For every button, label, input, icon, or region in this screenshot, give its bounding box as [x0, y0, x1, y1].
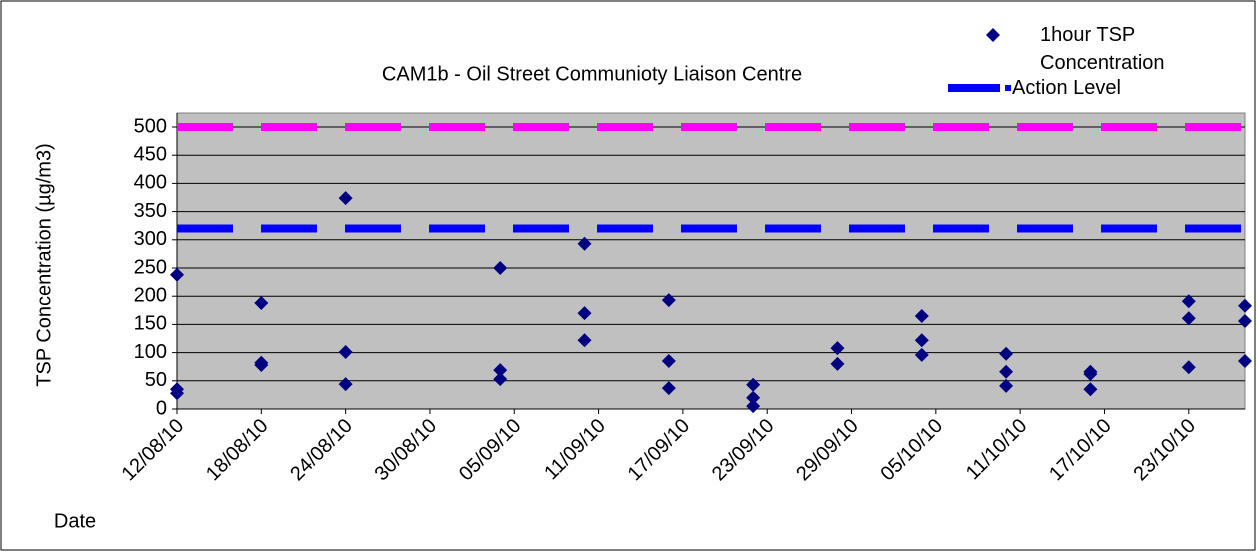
data-point	[493, 372, 508, 387]
data-point	[338, 377, 353, 392]
data-point	[254, 295, 269, 310]
data-point	[830, 356, 845, 371]
data-point	[577, 306, 592, 321]
y-tick-label: 300	[134, 228, 167, 250]
y-tick-label: 400	[134, 172, 167, 194]
legend-marker	[1005, 85, 1011, 91]
legend-label: Action Level	[1012, 77, 1121, 99]
data-point	[493, 363, 508, 378]
plot-area	[176, 112, 1246, 410]
chart-title: CAM1b - Oil Street Communioty Liaison Ce…	[382, 63, 802, 85]
data-point	[999, 378, 1014, 393]
data-point	[1083, 367, 1098, 382]
data-point	[493, 261, 508, 275]
y-tick-label: 100	[134, 341, 167, 363]
data-point	[170, 267, 184, 282]
y-tick-label: 500	[134, 115, 167, 137]
data-point	[254, 358, 269, 373]
data-point	[661, 381, 676, 396]
data-point	[1181, 360, 1196, 375]
data-point	[661, 354, 676, 369]
data-point	[914, 308, 929, 323]
data-point	[914, 333, 929, 348]
data-point	[1238, 314, 1252, 329]
data-point	[999, 364, 1014, 379]
y-tick-label: 250	[134, 256, 167, 278]
data-point	[1238, 354, 1252, 369]
data-point	[1181, 311, 1196, 326]
data-point	[914, 347, 929, 362]
data-point	[577, 236, 592, 251]
data-point	[661, 293, 676, 308]
data-point	[746, 399, 761, 414]
y-tick-label: 350	[134, 200, 167, 222]
data-point	[338, 345, 353, 360]
data-point	[1238, 298, 1252, 313]
data-point	[1181, 294, 1196, 309]
legend-marker	[986, 28, 1000, 42]
y-axis-label: TSP Concentration (µg/m3)	[33, 143, 55, 386]
data-point	[746, 377, 761, 392]
data-point	[746, 390, 761, 405]
data-point	[577, 333, 592, 348]
x-axis-label: Date	[54, 510, 96, 532]
data-point	[830, 341, 845, 356]
data-point	[1083, 382, 1098, 397]
y-tick-label: 450	[134, 143, 167, 165]
y-tick-label: 200	[134, 284, 167, 306]
y-tick-label: 150	[134, 313, 167, 335]
legend-label: 1hour TSP Concentration	[1040, 24, 1165, 74]
data-point	[338, 191, 353, 206]
y-tick-label: 0	[156, 397, 167, 419]
data-point	[999, 346, 1014, 361]
y-tick-label: 50	[145, 369, 167, 391]
data-point	[170, 386, 184, 401]
